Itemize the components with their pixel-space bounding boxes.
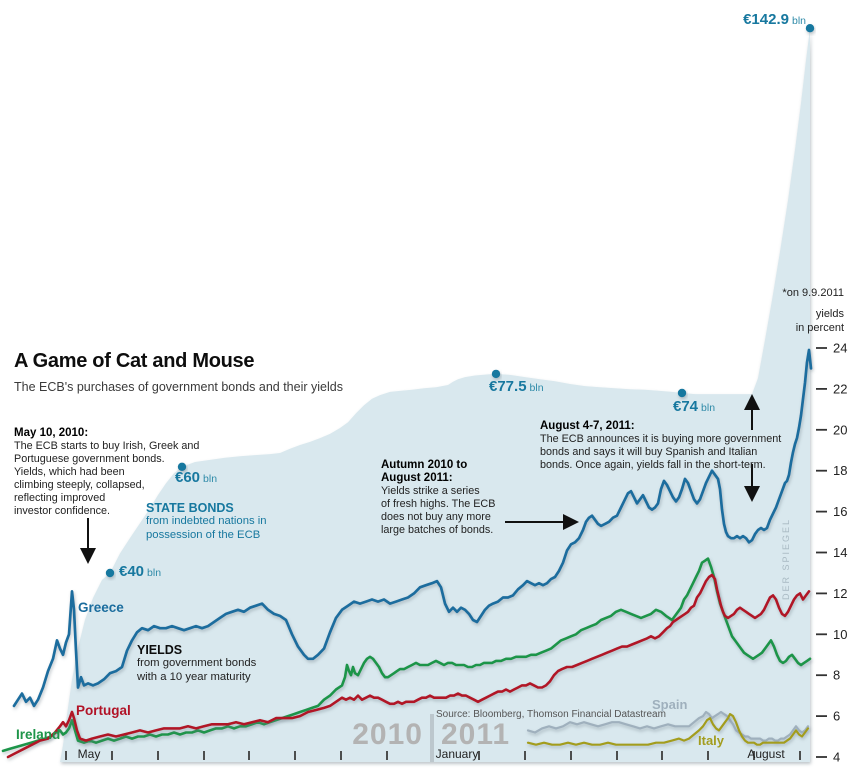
y-axis-tick-label: 14 xyxy=(833,545,847,560)
annotation-aug47-body: The ECB announces it is buying more gove… xyxy=(540,433,782,472)
series-line-greece xyxy=(12,348,813,708)
year-divider xyxy=(430,714,434,762)
y-axis-tick-label: 4 xyxy=(833,750,840,765)
marker-amount: €40 xyxy=(119,563,145,580)
annotation-aug47-heading: August 4-7, 2011: xyxy=(540,420,635,432)
annotation-may10-body: The ECB starts to buy Irish, Greek and P… xyxy=(14,440,200,517)
yields-title: YIELDS xyxy=(137,643,183,657)
state-bonds-title: STATE BONDS xyxy=(146,501,234,515)
annotation-autumn-heading: Autumn 2010 to August 2011: xyxy=(381,459,468,485)
series-line-spain xyxy=(526,710,810,742)
marker-amount: €142.9 xyxy=(743,11,789,28)
yields-body: from government bonds with a 10 year mat… xyxy=(137,657,257,683)
state-bonds-body: from indebted nations in possession of t… xyxy=(146,515,267,541)
y-axis-tick-label: 22 xyxy=(833,381,847,396)
annotation-may10: May 10, 2010: The ECB starts to buy Iris… xyxy=(14,427,214,518)
marker-unit: bln xyxy=(529,382,544,394)
x-axis-label-may: May xyxy=(77,747,101,761)
y-axis-tick-label: 6 xyxy=(833,709,840,724)
x-axis-label-january: January xyxy=(435,747,479,761)
footnote-date: *on 9.9.2011 xyxy=(782,287,844,299)
marker-label-775bln: €77.5 bln xyxy=(489,378,544,396)
y-axis-tick-label: 10 xyxy=(833,627,847,642)
annotation-aug47: August 4-7, 2011: The ECB announces it i… xyxy=(540,420,790,472)
year-label-2010: 2010 xyxy=(352,718,423,751)
series-line-italy xyxy=(526,712,810,746)
marker-unit: bln xyxy=(701,402,716,414)
x-axis-label-august: August xyxy=(747,747,785,761)
series-label-greece: Greece xyxy=(78,600,124,615)
marker-amount: €77.5 xyxy=(489,378,527,395)
y-axis-tick-label: 12 xyxy=(833,586,847,601)
purchase-marker-dot xyxy=(105,568,115,578)
purchase-marker-dot xyxy=(491,369,501,379)
marker-label-1429bln: €142.9 bln xyxy=(743,11,806,29)
marker-unit: bln xyxy=(147,567,162,579)
series-label-ireland: Ireland xyxy=(16,727,61,742)
series-label-spain: Spain xyxy=(652,697,688,712)
purchase-marker-dot xyxy=(805,24,815,33)
y-axis-tick-label: 24 xyxy=(833,341,847,356)
marker-unit: bln xyxy=(203,473,218,485)
y-axis-tick-label: 20 xyxy=(833,422,847,437)
publisher-watermark: DER SPIEGEL xyxy=(781,518,791,601)
purchase-marker-dot xyxy=(177,462,187,471)
annotation-autumn: Autumn 2010 to August 2011: Yields strik… xyxy=(381,459,531,537)
series-label-portugal: Portugal xyxy=(76,703,131,718)
marker-label-74bln: €74 bln xyxy=(673,398,715,416)
annotation-autumn-body: Yields strike a series of fresh highs. T… xyxy=(381,485,496,537)
purchase-marker-dot xyxy=(677,388,687,398)
marker-label-40bln: €40 bln xyxy=(119,563,161,581)
series-line-portugal xyxy=(6,573,811,759)
state-bonds-area xyxy=(60,28,810,762)
year-label-2011: 2011 xyxy=(441,718,511,751)
annotation-may10-heading: May 10, 2010: xyxy=(14,427,89,439)
y-axis-label: yields in percent xyxy=(795,308,844,334)
source-credit: Source: Bloomberg, Thomson Financial Dat… xyxy=(436,709,666,720)
series-label-italy: Italy xyxy=(698,733,725,748)
marker-amount: €60 xyxy=(175,469,201,486)
marker-unit: bln xyxy=(791,15,806,27)
page-title: A Game of Cat and Mouse xyxy=(14,350,255,372)
y-axis-tick-label: 16 xyxy=(833,504,847,519)
marker-label-60bln: €60 bln xyxy=(175,469,217,487)
page-subtitle: The ECB's purchases of government bonds … xyxy=(14,380,343,394)
state-bonds-label: STATE BONDS from indebted nations in pos… xyxy=(146,501,267,542)
marker-amount: €74 xyxy=(673,398,699,415)
y-axis-tick-label: 8 xyxy=(833,668,840,683)
y-axis-tick-label: 18 xyxy=(833,463,847,478)
yields-label: YIELDS from government bonds with a 10 y… xyxy=(137,643,256,684)
